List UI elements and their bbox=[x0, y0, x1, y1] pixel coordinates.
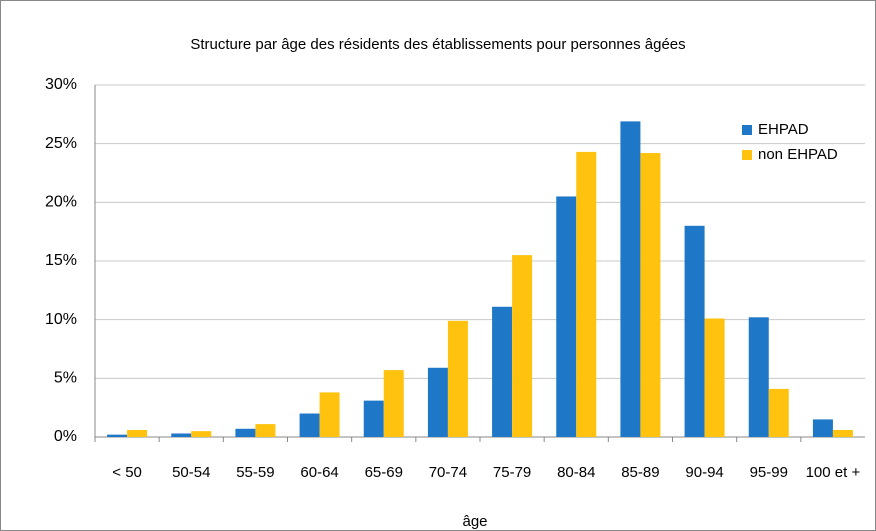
bar bbox=[191, 431, 212, 437]
y-tick-label: 20% bbox=[45, 194, 77, 211]
bar bbox=[576, 151, 597, 437]
bar bbox=[620, 121, 641, 437]
y-tick-label: 15% bbox=[45, 252, 77, 269]
bar bbox=[127, 429, 148, 437]
bar bbox=[832, 429, 853, 437]
bar bbox=[447, 320, 468, 437]
bar bbox=[427, 367, 448, 437]
x-tick-label: < 50 bbox=[112, 464, 142, 481]
bar bbox=[512, 255, 533, 437]
x-tick-label: 85-89 bbox=[621, 464, 660, 481]
x-tick-label: 75-79 bbox=[492, 464, 532, 481]
x-tick-label: 100 et + bbox=[805, 464, 861, 481]
x-tick-label: 65-69 bbox=[364, 464, 403, 481]
y-tick-label: 30% bbox=[45, 76, 77, 93]
x-tick-label: 55-59 bbox=[236, 464, 275, 481]
bar bbox=[812, 419, 833, 437]
x-tick-label: 70-74 bbox=[428, 464, 468, 481]
bar bbox=[255, 424, 276, 437]
x-tick-label: 95-99 bbox=[749, 464, 788, 481]
bar bbox=[383, 370, 404, 437]
legend-label: non EHPAD bbox=[758, 146, 838, 163]
legend-swatch bbox=[742, 125, 752, 135]
y-tick-label: 0% bbox=[54, 428, 77, 445]
bar bbox=[556, 196, 577, 437]
bar bbox=[107, 434, 128, 437]
bar bbox=[704, 318, 725, 437]
x-tick-label: 60-64 bbox=[300, 464, 339, 481]
x-tick-label: 50-54 bbox=[172, 464, 211, 481]
bar bbox=[640, 153, 661, 437]
bar bbox=[684, 225, 705, 437]
bar bbox=[492, 306, 513, 437]
x-tick-label: 90-94 bbox=[685, 464, 724, 481]
y-tick-label: 10% bbox=[45, 311, 77, 328]
bar bbox=[748, 317, 769, 437]
legend-label: EHPAD bbox=[758, 121, 809, 138]
y-tick-label: 25% bbox=[45, 135, 77, 152]
bar bbox=[319, 392, 340, 437]
x-axis-label: âge bbox=[462, 513, 487, 530]
bar bbox=[363, 400, 384, 437]
legend-swatch bbox=[742, 150, 752, 160]
y-tick-label: 5% bbox=[54, 370, 77, 387]
bar bbox=[768, 388, 789, 437]
bar bbox=[171, 433, 192, 437]
bar bbox=[235, 428, 256, 437]
chart-title: Structure par âge des résidents des étab… bbox=[190, 36, 685, 53]
x-tick-label: 80-84 bbox=[557, 464, 596, 481]
bar bbox=[299, 413, 320, 437]
